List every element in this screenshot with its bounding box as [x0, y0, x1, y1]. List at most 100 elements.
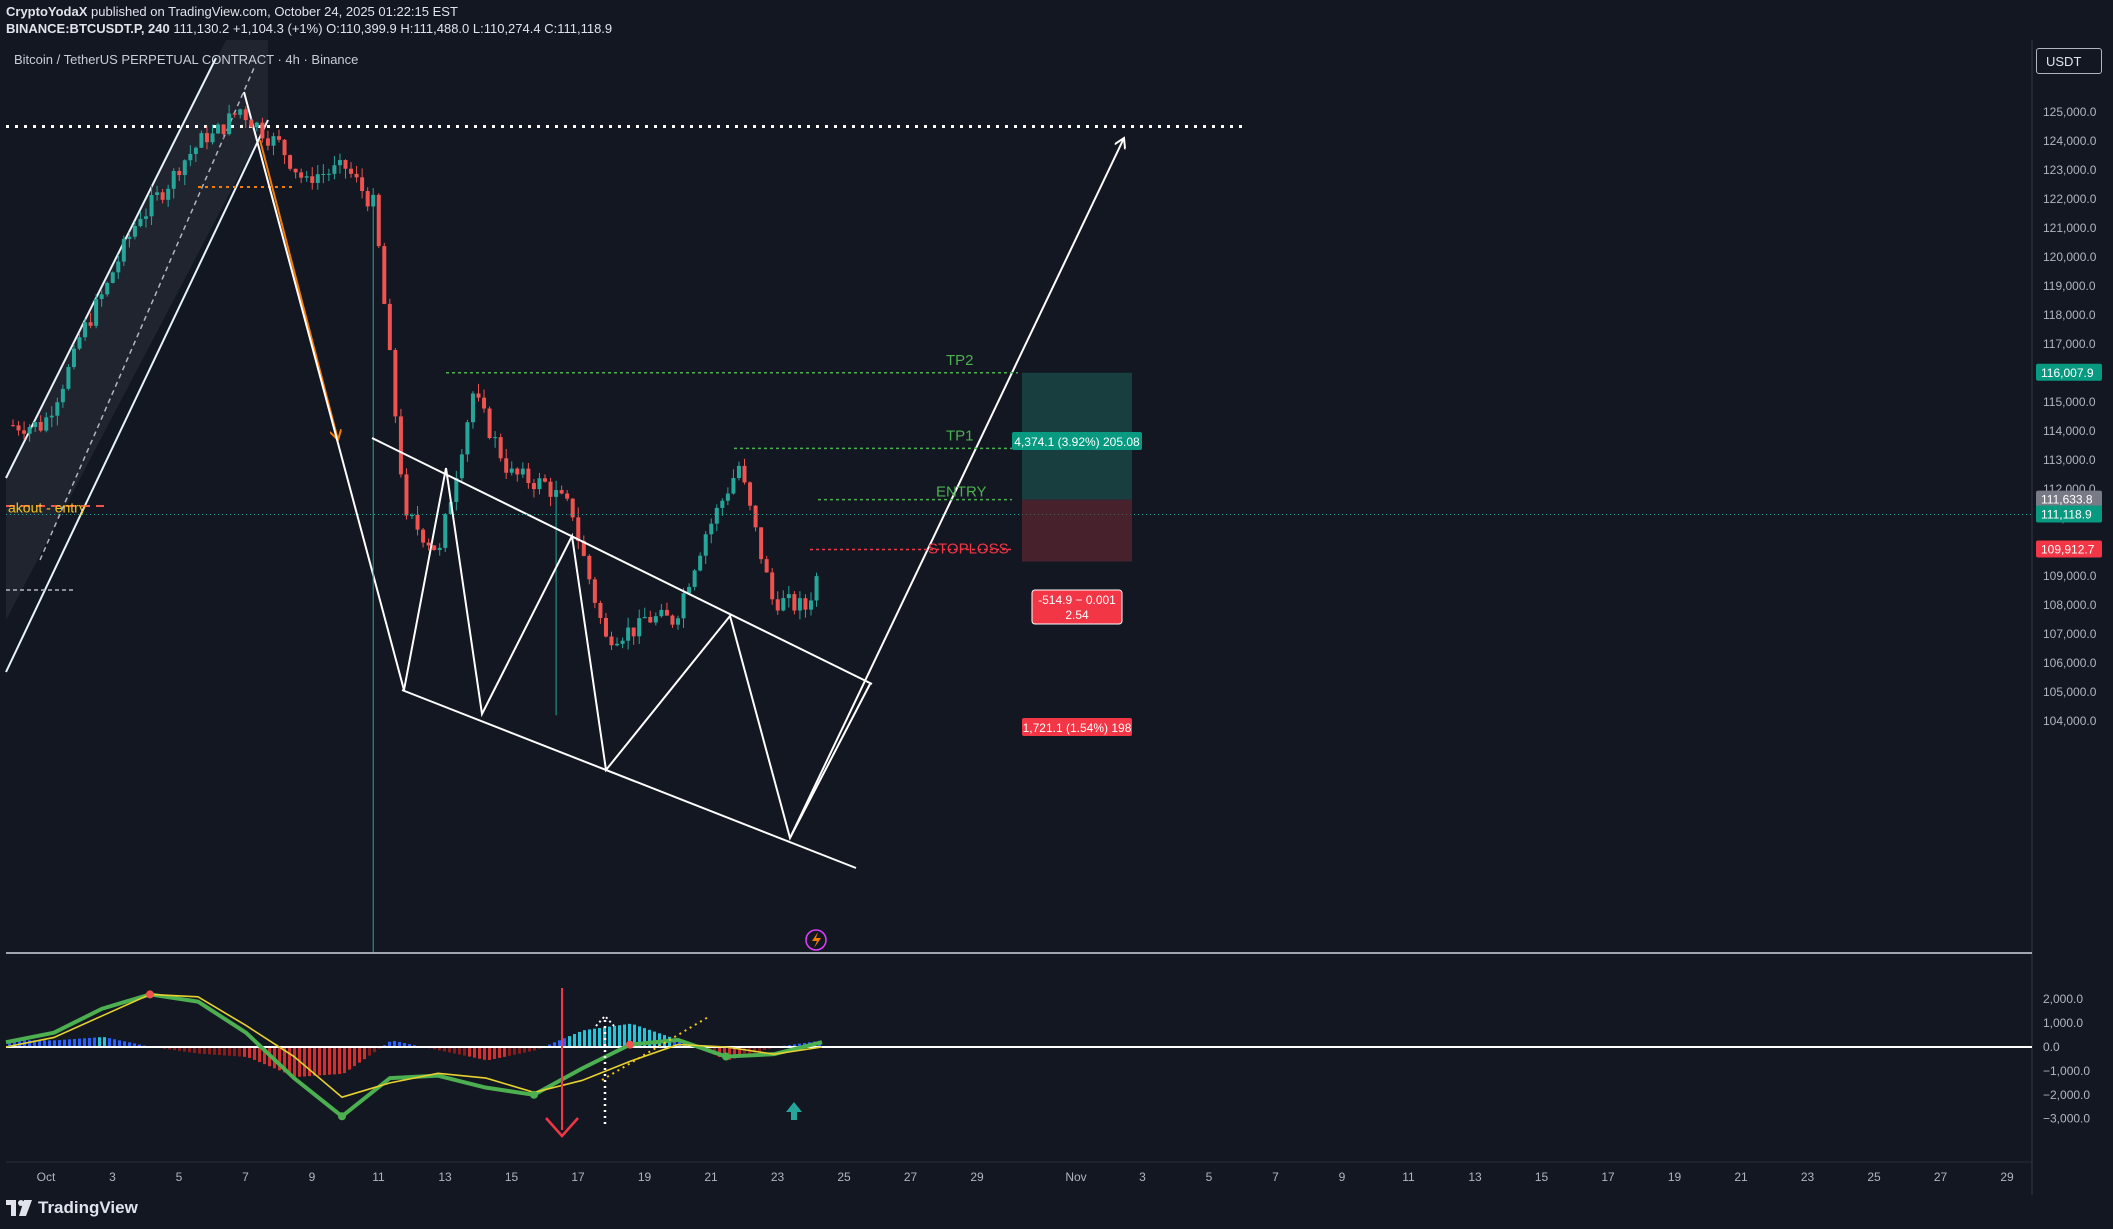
histogram-bar [43, 1040, 46, 1047]
candle [809, 600, 813, 610]
tp2-label[interactable]: TP2 [946, 352, 974, 369]
loss-zone[interactable] [1022, 499, 1132, 562]
histogram-bar [398, 1041, 401, 1047]
stoploss-label[interactable]: STOPLOSS [928, 541, 1009, 558]
time-axis[interactable]: Oct 3 5 7 9 11 13 15 17 19 21 23 25 27 29 Nov 3 5 7 9 11 13 15… [37, 1170, 2014, 1184]
rising-channel-upper[interactable] [5, 57, 217, 479]
currency-unit-button[interactable]: USDT [2036, 48, 2102, 74]
y-tick-label: 115,000.0 [2043, 395, 2096, 409]
histogram-bar [353, 1047, 356, 1067]
histogram-bar [568, 1036, 571, 1047]
candle [44, 417, 49, 431]
price-tag-last[interactable]: 111,118.9 [2036, 505, 2102, 523]
x-tick-label: 13 [1468, 1170, 1482, 1184]
candle [387, 303, 392, 350]
rising-channel-lower[interactable] [5, 119, 269, 673]
candle [543, 478, 547, 482]
candle [559, 490, 564, 494]
price-tag-tp2[interactable]: 116,007.9 [2036, 363, 2102, 381]
entry-label[interactable]: ENTRY [936, 484, 987, 501]
candle [515, 468, 520, 475]
lightning-icon[interactable] [805, 929, 827, 951]
x-tick-label: 29 [970, 1170, 984, 1184]
tradingview-logo[interactable]: TradingView [6, 1198, 138, 1218]
histogram-bar [38, 1040, 41, 1047]
histogram-bar [313, 1047, 316, 1076]
candle [626, 627, 631, 641]
histogram-bar [318, 1047, 321, 1076]
candle [504, 458, 509, 473]
oscillator-axis[interactable]: 2,000.0 1,000.0 0.0 −1,000.0 −2,000.0 −3,000.… [2043, 992, 2090, 1125]
x-tick-label: 3 [1139, 1170, 1146, 1184]
candle [725, 493, 730, 501]
symbol-name[interactable]: BINANCE:BTCUSDT.P, 240 [6, 21, 170, 36]
x-tick-label: 23 [771, 1170, 785, 1184]
histogram-bar [533, 1047, 536, 1051]
y-tick-label: 124,000.0 [2043, 134, 2097, 148]
histogram-bar [63, 1039, 66, 1047]
candle [382, 246, 387, 304]
y-tick-label: 119,000.0 [2043, 279, 2096, 293]
chart-legend-title[interactable]: Bitcoin / TetherUS PERPETUAL CONTRACT · … [14, 52, 359, 67]
histogram-bar [248, 1047, 251, 1058]
histogram-bar [443, 1047, 446, 1052]
y-tick-label: 117,000.0 [2043, 337, 2096, 351]
candle [22, 430, 27, 434]
ratio-box[interactable] [1031, 589, 1123, 625]
candlestick-series[interactable] [11, 104, 819, 952]
profit-box[interactable] [1012, 432, 1142, 450]
oscillator-fast-line[interactable] [5, 992, 823, 1119]
price-axis[interactable]: 104,000.0 105,000.0 106,000.0 107,000.0 108,… [2043, 105, 2097, 728]
x-tick-label: 11 [1402, 1170, 1415, 1184]
cross-dot [530, 1090, 538, 1099]
histogram-bar [173, 1047, 176, 1051]
price-tag-entry[interactable]: 111,633.8 [2036, 490, 2102, 508]
price-tag-stop-text: 109,912.7 [2041, 543, 2095, 557]
drop-arrow[interactable] [259, 139, 338, 440]
candle [49, 415, 54, 418]
wedge-lower-trendline[interactable] [401, 689, 857, 869]
wedge-upper-trendline[interactable] [371, 437, 873, 685]
tradingview-logo-icon [6, 1200, 32, 1216]
histogram-bar [83, 1038, 86, 1047]
impulse-down-line[interactable] [243, 91, 405, 691]
histogram-bar [328, 1047, 331, 1075]
candle [410, 515, 414, 517]
target-projection-arrow[interactable] [789, 138, 1124, 839]
loss-box[interactable] [1022, 718, 1132, 736]
candle [204, 133, 209, 143]
author-name[interactable]: CryptoYodaX [6, 4, 88, 19]
candle [216, 124, 221, 134]
candle [592, 579, 597, 603]
histogram-bar [228, 1047, 231, 1056]
candle [653, 616, 658, 623]
x-tick-label: 29 [2000, 1170, 2014, 1184]
histogram-bar [433, 1047, 436, 1050]
histogram-bar [393, 1040, 396, 1047]
histogram-bar [308, 1047, 311, 1077]
ratio-line-2: 2.54 [1065, 608, 1089, 622]
histogram-bar [183, 1047, 186, 1052]
wedge-zigzag[interactable] [403, 467, 871, 841]
candle [482, 397, 487, 409]
tp1-label[interactable]: TP1 [946, 427, 974, 444]
oscillator-signal-line[interactable] [5, 993, 823, 1099]
candle [71, 348, 76, 368]
down-arrow-icon [545, 1117, 579, 1138]
price-tag-stop[interactable]: 109,912.7 [2036, 540, 2102, 558]
candle [144, 216, 148, 219]
candle [698, 555, 703, 571]
oscillator-histogram[interactable] [8, 1023, 821, 1077]
histogram-bar [563, 1038, 566, 1047]
histogram-bar [263, 1047, 266, 1065]
x-tick-label: Oct [37, 1170, 56, 1184]
candle [155, 192, 160, 195]
breakout-entry-label[interactable]: akout - entry [8, 500, 86, 516]
x-tick-label: 15 [505, 1170, 519, 1184]
candle [576, 517, 581, 541]
histogram-bar [283, 1047, 286, 1073]
candle [659, 609, 664, 617]
price-tag-last-text: 111,118.9 [2041, 508, 2092, 522]
candle [404, 474, 409, 516]
